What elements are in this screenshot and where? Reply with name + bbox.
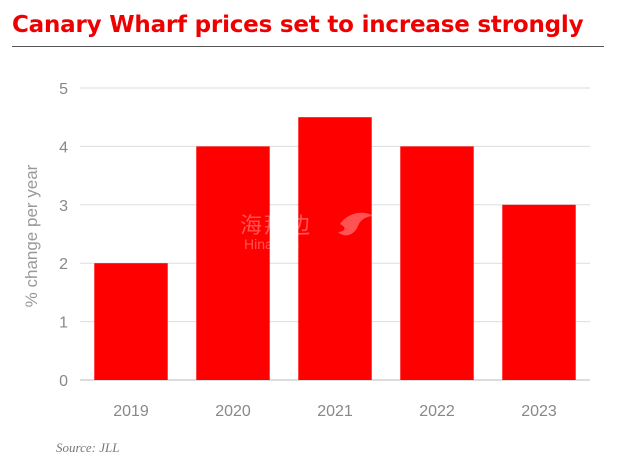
title-divider xyxy=(12,46,604,47)
x-tick-label: 2019 xyxy=(113,403,149,420)
chart-title: Canary Wharf prices set to increase stro… xyxy=(12,12,584,38)
bar-2019 xyxy=(94,263,168,380)
source-note: Source: JLL xyxy=(56,440,120,455)
bar-2021 xyxy=(298,117,372,380)
bar-2023 xyxy=(502,204,576,380)
y-tick-label: 4 xyxy=(59,139,68,156)
y-axis-label: % change per year xyxy=(22,164,41,308)
y-tick-label: 2 xyxy=(59,256,68,273)
y-tick-label: 5 xyxy=(59,81,68,98)
y-tick-label: 1 xyxy=(59,315,68,332)
x-tick-label: 2022 xyxy=(419,403,455,420)
y-tick-label: 3 xyxy=(59,198,68,215)
bar-2020 xyxy=(196,146,270,380)
x-axis-ticks: 2019 2020 2021 2022 2023 xyxy=(113,403,557,420)
bars xyxy=(94,117,576,380)
bar-2022 xyxy=(400,146,474,380)
y-tick-label: 0 xyxy=(59,373,68,390)
y-axis-ticks: 0 1 2 3 4 5 xyxy=(59,81,68,390)
x-tick-label: 2020 xyxy=(215,403,251,420)
x-tick-label: 2023 xyxy=(521,403,557,420)
x-tick-label: 2021 xyxy=(317,403,353,420)
